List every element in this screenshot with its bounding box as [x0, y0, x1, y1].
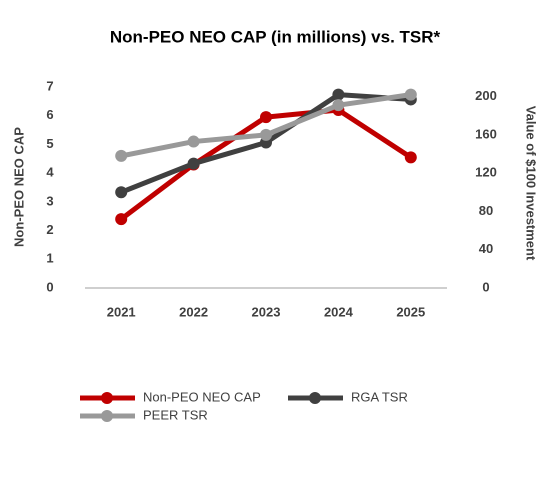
point	[332, 88, 345, 101]
point	[187, 157, 200, 170]
y-tick-label: 3	[46, 193, 53, 208]
x-tick-label: 2022	[179, 304, 208, 319]
point	[404, 88, 417, 101]
y2-tick-label: 0	[482, 279, 489, 294]
legend-label: Non-PEO NEO CAP	[143, 389, 261, 404]
y2-tick-label: 80	[479, 203, 493, 218]
chart-title: Non-PEO NEO CAP (in millions) vs. TSR*	[110, 27, 441, 46]
y-tick-label: 6	[46, 107, 53, 122]
y-tick-label: 2	[46, 222, 53, 237]
y2-tick-label: 200	[475, 88, 497, 103]
legend-marker	[101, 392, 113, 404]
legend-label: RGA TSR	[351, 389, 408, 404]
point	[404, 151, 417, 164]
point	[115, 186, 128, 199]
point	[260, 128, 272, 141]
point	[115, 213, 128, 226]
legend-marker	[309, 392, 321, 404]
x-tick-label: 2024	[324, 304, 354, 319]
legend-marker	[101, 410, 113, 422]
y2-axis-title: Value of $100 Investment	[524, 106, 539, 261]
y-tick-label: 1	[46, 251, 53, 266]
y2-tick-label: 160	[475, 126, 497, 141]
legend-label: PEER TSR	[143, 407, 208, 422]
y-tick-label: 4	[46, 165, 54, 180]
point	[260, 111, 272, 124]
y2-tick-label: 120	[475, 165, 497, 180]
y2-tick-label: 40	[479, 241, 493, 256]
x-tick-label: 2023	[252, 304, 281, 319]
point	[187, 135, 200, 148]
x-tick-label: 2025	[396, 304, 425, 319]
point	[332, 99, 345, 112]
x-tick-label: 2021	[107, 304, 136, 319]
point	[115, 149, 128, 162]
y-tick-label: 7	[46, 78, 53, 93]
series-line	[119, 107, 413, 222]
y-axis-title: Non-PEO NEO CAP	[11, 127, 26, 247]
y-tick-label: 5	[46, 136, 53, 151]
y-tick-label: 0	[46, 279, 53, 294]
